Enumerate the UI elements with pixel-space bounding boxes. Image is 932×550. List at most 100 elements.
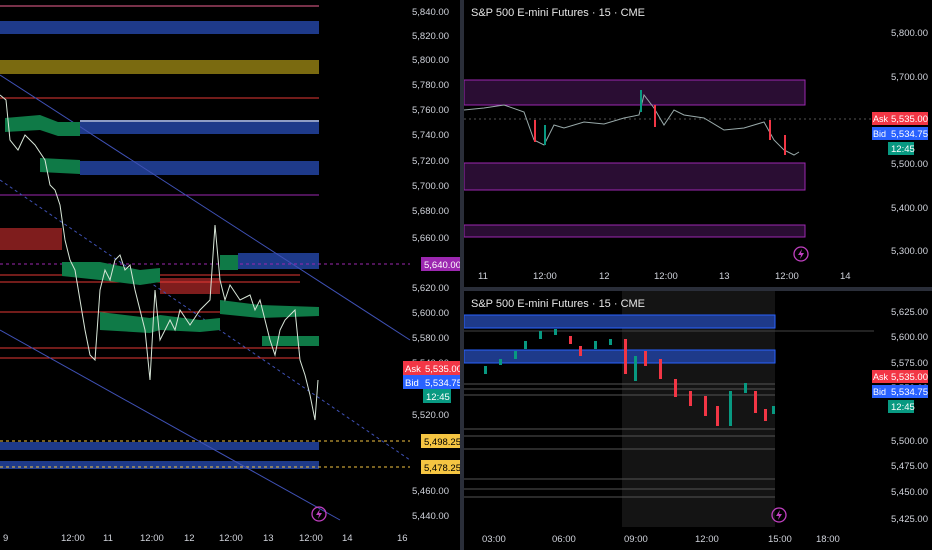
bottom-right-x-axis[interactable]: 03:00 06:00 09:00 12:00 15:00 18:00 bbox=[482, 534, 840, 545]
bid-price: 5,534.75 bbox=[425, 378, 460, 389]
x-tick: 12 bbox=[184, 533, 195, 544]
y-tick: 5,450.00 bbox=[891, 487, 928, 498]
y-tick: 5,760.00 bbox=[412, 105, 449, 116]
price-tag-level bbox=[421, 460, 460, 474]
zone-red bbox=[0, 228, 62, 250]
bid-label-tag bbox=[403, 375, 423, 389]
top-right-x-axis[interactable]: 11 12:00 12 12:00 13 12:00 14 bbox=[478, 271, 851, 282]
lightning-icon[interactable] bbox=[311, 506, 327, 522]
zone-blue bbox=[0, 461, 319, 469]
zone-blue bbox=[238, 253, 319, 269]
bid-label-tag bbox=[872, 385, 888, 398]
x-tick: 13 bbox=[263, 533, 274, 544]
cloud-ribbon bbox=[220, 255, 238, 270]
ask-label: Ask bbox=[873, 114, 889, 124]
lightning-icon[interactable] bbox=[793, 246, 809, 262]
zone-purple bbox=[464, 162, 806, 191]
y-tick: 5,700.00 bbox=[412, 181, 449, 192]
x-tick: 14 bbox=[342, 533, 353, 544]
channel-upper-line[interactable] bbox=[0, 74, 411, 341]
price-series bbox=[0, 94, 319, 421]
y-tick: 5,680.00 bbox=[412, 206, 449, 217]
x-tick: 15:00 bbox=[768, 534, 792, 545]
y-tick: 5,475.00 bbox=[891, 461, 928, 472]
zone-blue bbox=[464, 349, 776, 364]
y-tick: 5,500.00 bbox=[891, 436, 928, 447]
price-tag-text: 5,498.25 bbox=[424, 437, 460, 448]
cloud-ribbon bbox=[62, 262, 160, 285]
countdown: 12:45 bbox=[891, 144, 915, 155]
countdown-tag bbox=[888, 142, 914, 155]
ask-price-tag bbox=[888, 370, 928, 383]
y-tick: 5,820.00 bbox=[412, 31, 449, 42]
bottom-right-chart-canvas[interactable]: 5,625.00 5,600.00 5,575.00 5,550.00 5,50… bbox=[464, 291, 932, 550]
left-x-axis[interactable]: 9 12:00 11 12:00 12 12:00 13 12:00 14 16 bbox=[3, 533, 408, 544]
countdown: 12:45 bbox=[426, 392, 450, 403]
bottom-right-y-axis[interactable]: 5,625.00 5,600.00 5,575.00 5,550.00 5,50… bbox=[891, 307, 928, 525]
ask-label: Ask bbox=[873, 372, 889, 382]
y-tick: 5,800.00 bbox=[412, 55, 449, 66]
y-tick: 5,300.00 bbox=[891, 246, 928, 257]
zone-purple bbox=[464, 79, 806, 106]
left-chart-canvas[interactable]: 5,840.00 5,820.00 5,800.00 5,780.00 5,76… bbox=[0, 0, 460, 550]
ask-price: 5,535.00 bbox=[425, 364, 460, 375]
left-y-axis[interactable]: 5,840.00 5,820.00 5,800.00 5,780.00 5,76… bbox=[412, 7, 449, 522]
top-right-y-axis[interactable]: 5,800.00 5,700.00 5,400.00 5,300.00 bbox=[891, 28, 928, 257]
y-tick: 5,575.00 bbox=[891, 358, 928, 369]
left-chart-pane[interactable]: 5,840.00 5,820.00 5,800.00 5,780.00 5,76… bbox=[0, 0, 460, 550]
chart-title: S&P 500 E-mini Futures · 15 · CME bbox=[471, 298, 646, 310]
bottom-right-chart-pane[interactable]: 5,625.00 5,600.00 5,575.00 5,550.00 5,50… bbox=[464, 291, 932, 550]
x-tick: 16 bbox=[397, 533, 408, 544]
y-tick: 5,740.00 bbox=[412, 130, 449, 141]
x-tick: 12:00 bbox=[219, 533, 243, 544]
x-tick: 12:00 bbox=[61, 533, 85, 544]
bid-price-tag bbox=[888, 385, 928, 398]
x-tick: 11 bbox=[103, 533, 113, 544]
y-tick: 5,440.00 bbox=[412, 511, 449, 522]
zone-blue bbox=[464, 314, 776, 329]
x-tick: 18:00 bbox=[816, 534, 840, 545]
x-tick: 12 bbox=[599, 271, 610, 282]
countdown: 12:45 bbox=[891, 402, 915, 413]
session-shade bbox=[622, 291, 775, 527]
candle-marks bbox=[484, 329, 775, 426]
y-tick: 5,600.00 bbox=[891, 332, 928, 343]
x-tick: 12:00 bbox=[775, 271, 799, 282]
x-tick: 14 bbox=[840, 271, 851, 282]
x-tick: 12:00 bbox=[695, 534, 719, 545]
bid-price-tag bbox=[423, 375, 460, 389]
y-tick: 5,625.00 bbox=[891, 307, 928, 318]
cloud-ribbon bbox=[40, 158, 80, 174]
cloud-ribbon bbox=[220, 300, 319, 318]
pane-divider-horizontal[interactable] bbox=[464, 287, 932, 291]
bid-label: Bid bbox=[873, 387, 886, 397]
y-tick: 5,600.00 bbox=[412, 308, 449, 319]
ask-label-tag bbox=[872, 370, 888, 383]
bid-price-tag bbox=[888, 127, 928, 140]
bid-label: Bid bbox=[873, 129, 886, 139]
y-tick: 5,580.00 bbox=[412, 333, 449, 344]
bid-price: 5,534.75 bbox=[891, 129, 928, 140]
lightning-icon[interactable] bbox=[771, 507, 787, 523]
x-tick: 11 bbox=[478, 271, 488, 282]
x-tick: 12:00 bbox=[140, 533, 164, 544]
top-right-chart-canvas[interactable]: 5,800.00 5,700.00 5,400.00 5,300.00 Ask … bbox=[464, 0, 932, 287]
channel-lower-line[interactable] bbox=[0, 329, 341, 521]
y-tick: 5,520.00 bbox=[412, 410, 449, 421]
countdown-tag bbox=[423, 389, 451, 403]
y-tick: 5,800.00 bbox=[891, 28, 928, 39]
top-right-chart-pane[interactable]: 5,800.00 5,700.00 5,400.00 5,300.00 Ask … bbox=[464, 0, 932, 287]
y-tick: 5,620.00 bbox=[412, 283, 449, 294]
y-tick: 5,840.00 bbox=[412, 7, 449, 18]
pane-divider-vertical[interactable] bbox=[460, 0, 464, 550]
ask-price: 5,535.00 bbox=[891, 114, 928, 125]
y-tick: 5,780.00 bbox=[412, 80, 449, 91]
cloud-ribbon bbox=[262, 336, 319, 346]
x-tick: 12:00 bbox=[299, 533, 323, 544]
last-price: 5,500.00 bbox=[891, 159, 928, 170]
zone-blue bbox=[80, 161, 319, 175]
price-tag-text: 5,640.00 bbox=[424, 260, 460, 271]
ask-label-tag bbox=[872, 112, 888, 125]
x-tick: 9 bbox=[3, 533, 8, 544]
x-tick: 03:00 bbox=[482, 534, 506, 545]
